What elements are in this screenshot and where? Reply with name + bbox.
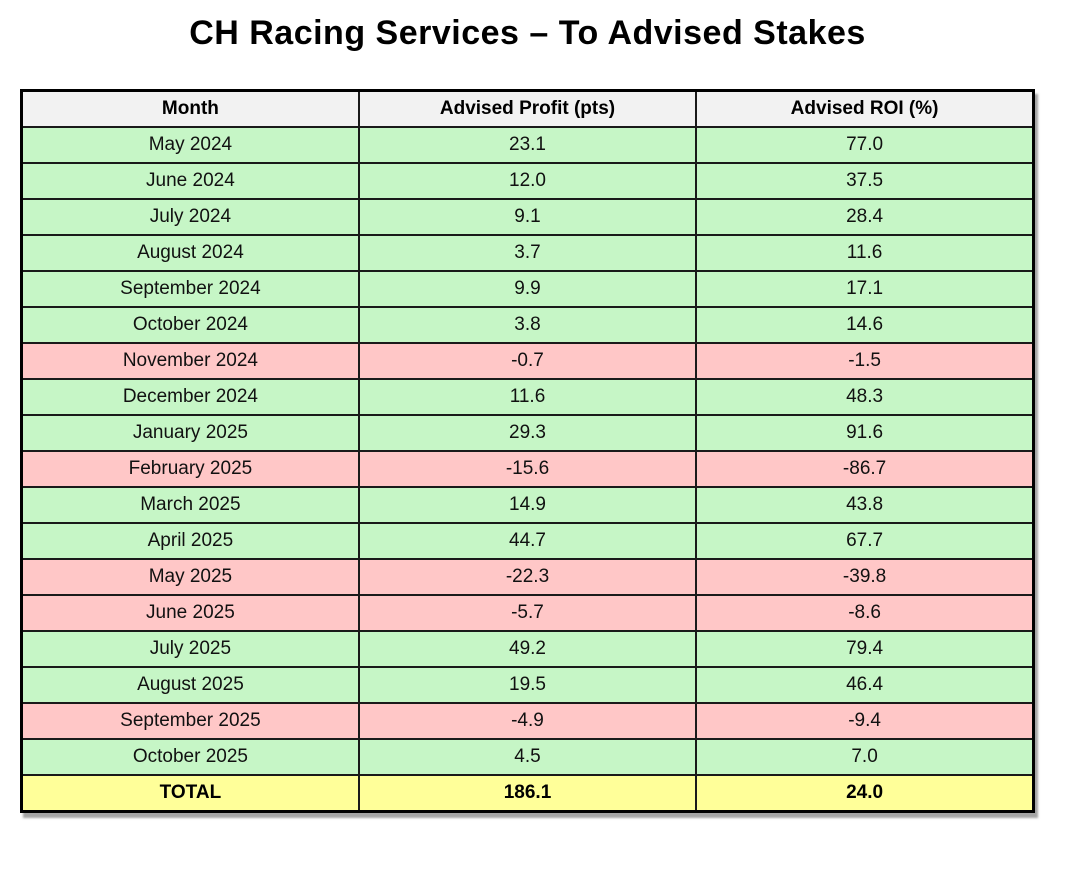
table-row: April 2025 44.7 67.7: [20, 522, 1035, 560]
cell-month: August 2025: [20, 666, 360, 704]
total-label: TOTAL: [20, 774, 360, 813]
table-row: May 2025 -22.3 -39.8: [20, 558, 1035, 596]
column-header-advised-roi: Advised ROI (%): [695, 89, 1035, 128]
cell-profit: -15.6: [357, 450, 698, 488]
cell-profit: 12.0: [357, 162, 698, 200]
cell-roi: 91.6: [695, 414, 1035, 452]
table-row: June 2025 -5.7 -8.6: [20, 594, 1035, 632]
cell-month: June 2024: [20, 162, 360, 200]
cell-profit: 14.9: [357, 486, 698, 524]
column-header-month: Month: [20, 89, 360, 128]
cell-month: October 2025: [20, 738, 360, 776]
cell-month: July 2025: [20, 630, 360, 668]
total-roi-value: 24.0: [695, 774, 1035, 813]
page-title: CH Racing Services – To Advised Stakes: [189, 14, 866, 52]
table-row: March 2025 14.9 43.8: [20, 486, 1035, 524]
table-body: May 2024 23.1 77.0 June 2024 12.0 37.5 July 20…: [20, 126, 1035, 776]
cell-month: August 2024: [20, 234, 360, 272]
header-row: Month Advised Profit (pts) Advised ROI (…: [20, 89, 1035, 128]
table-row: July 2025 49.2 79.4: [20, 630, 1035, 668]
table-row: February 2025 -15.6 -86.7: [20, 450, 1035, 488]
cell-month: February 2025: [20, 450, 360, 488]
cell-roi: 37.5: [695, 162, 1035, 200]
table-row: November 2024 -0.7 -1.5: [20, 342, 1035, 380]
cell-roi: -86.7: [695, 450, 1035, 488]
table-row: July 2024 9.1 28.4: [20, 198, 1035, 236]
cell-profit: 29.3: [357, 414, 698, 452]
cell-profit: 49.2: [357, 630, 698, 668]
cell-month: May 2025: [20, 558, 360, 596]
cell-roi: -8.6: [695, 594, 1035, 632]
table-row: October 2025 4.5 7.0: [20, 738, 1035, 776]
cell-profit: 23.1: [357, 126, 698, 164]
cell-profit: -22.3: [357, 558, 698, 596]
cell-roi: 67.7: [695, 522, 1035, 560]
cell-roi: 46.4: [695, 666, 1035, 704]
cell-profit: 4.5: [357, 738, 698, 776]
cell-roi: 43.8: [695, 486, 1035, 524]
table-row: October 2024 3.8 14.6: [20, 306, 1035, 344]
table-row: August 2024 3.7 11.6: [20, 234, 1035, 272]
cell-roi: 48.3: [695, 378, 1035, 416]
cell-roi: 14.6: [695, 306, 1035, 344]
cell-profit: 9.1: [357, 198, 698, 236]
results-table: Month Advised Profit (pts) Advised ROI (…: [20, 89, 1035, 813]
cell-month: June 2025: [20, 594, 360, 632]
cell-profit: 19.5: [357, 666, 698, 704]
cell-month: January 2025: [20, 414, 360, 452]
cell-month: July 2024: [20, 198, 360, 236]
cell-roi: -9.4: [695, 702, 1035, 740]
cell-month: May 2024: [20, 126, 360, 164]
cell-profit: 3.8: [357, 306, 698, 344]
cell-month: March 2025: [20, 486, 360, 524]
table-row: August 2025 19.5 46.4: [20, 666, 1035, 704]
cell-profit: -0.7: [357, 342, 698, 380]
cell-profit: 11.6: [357, 378, 698, 416]
cell-roi: 17.1: [695, 270, 1035, 308]
table-row: September 2025 -4.9 -9.4: [20, 702, 1035, 740]
table-row: May 2024 23.1 77.0: [20, 126, 1035, 164]
cell-profit: 9.9: [357, 270, 698, 308]
cell-roi: 7.0: [695, 738, 1035, 776]
cell-month: September 2024: [20, 270, 360, 308]
cell-roi: 79.4: [695, 630, 1035, 668]
cell-profit: 3.7: [357, 234, 698, 272]
cell-month: December 2024: [20, 378, 360, 416]
table-row: December 2024 11.6 48.3: [20, 378, 1035, 416]
cell-roi: -1.5: [695, 342, 1035, 380]
cell-profit: 44.7: [357, 522, 698, 560]
cell-month: April 2025: [20, 522, 360, 560]
cell-profit: -5.7: [357, 594, 698, 632]
cell-roi: -39.8: [695, 558, 1035, 596]
table-row: January 2025 29.3 91.6: [20, 414, 1035, 452]
cell-roi: 28.4: [695, 198, 1035, 236]
cell-month: November 2024: [20, 342, 360, 380]
cell-month: October 2024: [20, 306, 360, 344]
cell-month: September 2025: [20, 702, 360, 740]
total-row: TOTAL 186.1 24.0: [20, 774, 1035, 813]
cell-roi: 77.0: [695, 126, 1035, 164]
total-profit-value: 186.1: [357, 774, 698, 813]
table-row: September 2024 9.9 17.1: [20, 270, 1035, 308]
table-row: June 2024 12.0 37.5: [20, 162, 1035, 200]
column-header-advised-profit: Advised Profit (pts): [357, 89, 698, 128]
cell-profit: -4.9: [357, 702, 698, 740]
cell-roi: 11.6: [695, 234, 1035, 272]
